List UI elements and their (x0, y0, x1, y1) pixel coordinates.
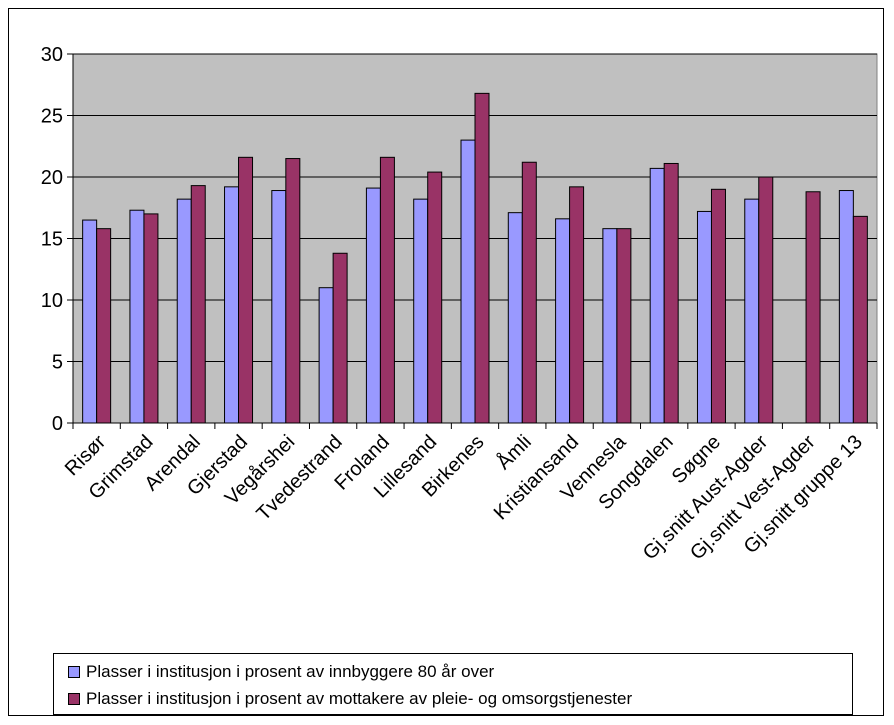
x-tick-label: Åmli (492, 430, 536, 474)
bar-series2 (190, 185, 206, 424)
bar-series1 (318, 287, 334, 424)
chart-frame: 0 5 10 15 20 25 30 Risør Grimstad Arendal Gjerstad… (8, 8, 884, 716)
bar-series2 (96, 228, 112, 424)
bar-series2 (332, 252, 348, 424)
bar-series1 (365, 187, 381, 424)
bar-series1 (460, 139, 476, 424)
bar-chart: 051015202530RisørGrimstadArendalGjerstad… (41, 44, 878, 564)
y-tick-label: 5 (52, 352, 63, 374)
bar-series2 (569, 186, 585, 424)
bar-series2 (758, 176, 774, 424)
bar-series2 (143, 213, 159, 424)
bar-series2 (521, 161, 537, 424)
y-tick-label: 30 (41, 44, 63, 66)
bar-series2 (616, 228, 632, 424)
bar-series1 (602, 228, 618, 424)
legend-swatch-series2 (68, 693, 80, 705)
bar-series2 (427, 171, 443, 424)
y-tick-label: 0 (52, 413, 63, 435)
bar-series1 (555, 218, 571, 424)
bar-series1 (129, 209, 145, 424)
bar-series2 (663, 162, 679, 424)
bar-series2 (238, 156, 254, 424)
legend-item-series2: Plasser i institusjon i prosent av motta… (68, 689, 632, 709)
bar-series2 (710, 188, 726, 424)
legend-label-series2: Plasser i institusjon i prosent av motta… (86, 689, 633, 708)
bar-series1 (413, 198, 429, 424)
bar-series1 (82, 219, 98, 424)
legend-item-series1: Plasser i institusjon i prosent av innby… (68, 662, 494, 682)
y-tick-label: 20 (41, 167, 63, 189)
y-tick-label: 15 (41, 229, 63, 251)
bar-series1 (744, 198, 760, 424)
legend: Plasser i institusjon i prosent av innby… (53, 653, 853, 715)
bar-series1 (696, 210, 712, 424)
bar-series1 (224, 186, 240, 424)
bar-series2 (285, 158, 301, 424)
bar-series1 (176, 198, 192, 424)
y-tick-label: 25 (41, 106, 63, 128)
bar-series1 (649, 167, 665, 424)
bar-series2 (379, 156, 395, 424)
bar-series1 (838, 190, 854, 424)
y-tick-label: 10 (41, 290, 63, 312)
legend-label-series1: Plasser i institusjon i prosent av innby… (86, 662, 495, 681)
bar-series2 (474, 92, 490, 424)
bar-series1 (507, 212, 523, 424)
legend-swatch-series1 (68, 666, 80, 678)
bar-series1 (271, 190, 287, 424)
bar-series2 (852, 215, 868, 424)
bar-series2 (805, 191, 821, 424)
